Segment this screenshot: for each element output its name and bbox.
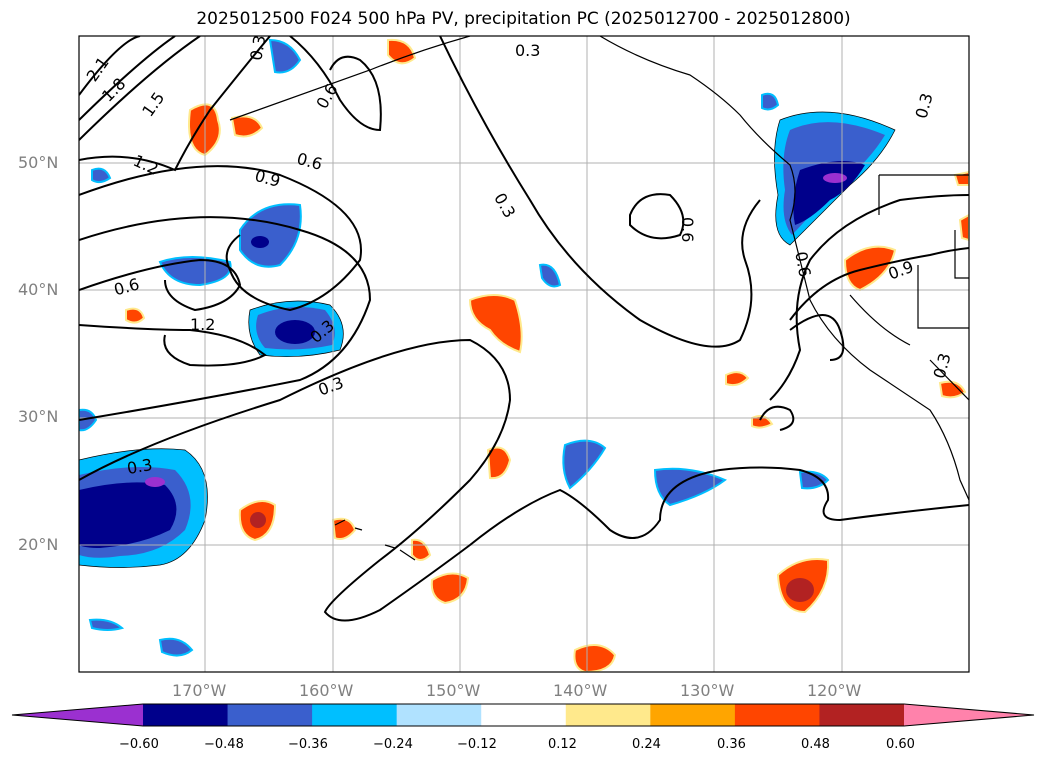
colorbar-segment — [396, 704, 482, 726]
pv-contours — [79, 36, 969, 622]
anomaly-blob — [125, 307, 146, 324]
colorbar-tick-label: 0.48 — [801, 737, 830, 752]
anomaly-core — [823, 173, 847, 183]
lat-label-20n: 20°N — [18, 535, 59, 554]
anomaly-blob — [958, 213, 969, 242]
anomaly-blob — [798, 470, 830, 490]
anomaly-blob — [938, 380, 967, 399]
lat-label-50n: 50°N — [18, 153, 59, 172]
colorbar-segment — [565, 704, 651, 726]
colorbar-tick-label: −0.12 — [457, 737, 497, 752]
anomaly-blob — [486, 446, 512, 480]
colorbar-tick-label: −0.24 — [373, 737, 413, 752]
anomaly-blob — [230, 115, 264, 138]
contour-label: 1.2 — [190, 315, 215, 334]
plot-title: 2025012500 F024 500 hPa PV, precipitatio… — [196, 9, 851, 29]
anomaly-blob — [653, 467, 727, 507]
anomaly-core — [145, 477, 165, 487]
contour-label: 0.6 — [791, 250, 814, 278]
colorbar-segment — [227, 704, 313, 726]
anomaly-blob — [793, 161, 865, 225]
lon-label-120w: 120°W — [807, 681, 862, 700]
anomaly-blob — [538, 263, 562, 288]
anomaly-core — [250, 512, 266, 528]
anomaly-blob — [573, 644, 617, 672]
anomaly-core — [786, 578, 814, 602]
colorbar-segment — [650, 704, 736, 726]
anomaly-blob — [88, 618, 125, 631]
colorbar-tick-label: −0.36 — [288, 737, 328, 752]
anomaly-blob — [268, 38, 302, 74]
colorbar-extend-min — [12, 704, 143, 726]
lon-label-140w: 140°W — [553, 681, 608, 700]
colorbar-outline — [11, 703, 1035, 727]
colorbar-tick-label: −0.48 — [204, 737, 244, 752]
anomaly-blob — [468, 294, 523, 354]
lat-label-30n: 30°N — [18, 407, 59, 426]
anomaly-blob — [430, 572, 470, 605]
anomaly-blob — [761, 92, 780, 111]
colorbar — [11, 703, 1035, 727]
colorbar-segment — [312, 704, 398, 726]
anomaly-blob — [158, 637, 194, 657]
colorbar-tick-label: 0.36 — [717, 737, 746, 752]
lon-label-150w: 150°W — [426, 681, 481, 700]
anomaly-blob — [387, 38, 417, 65]
contour-label: 0.6 — [678, 217, 697, 242]
anomaly-blob — [725, 371, 750, 387]
colorbar-extend-max — [904, 704, 1034, 726]
precip-positive-anomalies — [125, 38, 969, 672]
anomaly-blob — [751, 415, 774, 429]
anomaly-blob — [79, 482, 177, 548]
lon-label-170w: 170°W — [172, 681, 227, 700]
anomaly-blob — [953, 170, 969, 186]
contour-label: 0.3 — [125, 455, 153, 478]
colorbar-tick-label: 0.60 — [886, 737, 915, 752]
anomaly-blob — [79, 408, 98, 432]
anomaly-blob — [91, 167, 112, 184]
colorbar-tick-label: −0.60 — [119, 737, 159, 752]
contour-label: 0.3 — [515, 41, 540, 60]
precip-negative-anomalies — [79, 38, 896, 657]
anomaly-core — [251, 236, 269, 248]
colorbar-tick-label: 0.12 — [548, 737, 577, 752]
lon-label-130w: 130°W — [680, 681, 735, 700]
lon-label-160w: 160°W — [299, 681, 354, 700]
anomaly-core — [275, 320, 315, 344]
colorbar-segment — [481, 704, 567, 726]
lat-label-40n: 40°N — [18, 280, 59, 299]
colorbar-segment — [819, 704, 905, 726]
colorbar-tick-label: 0.24 — [632, 737, 661, 752]
colorbar-segment — [734, 704, 820, 726]
colorbar-segment — [143, 704, 229, 726]
contour-label: 0.3 — [246, 34, 269, 62]
map-frame — [78, 35, 970, 673]
